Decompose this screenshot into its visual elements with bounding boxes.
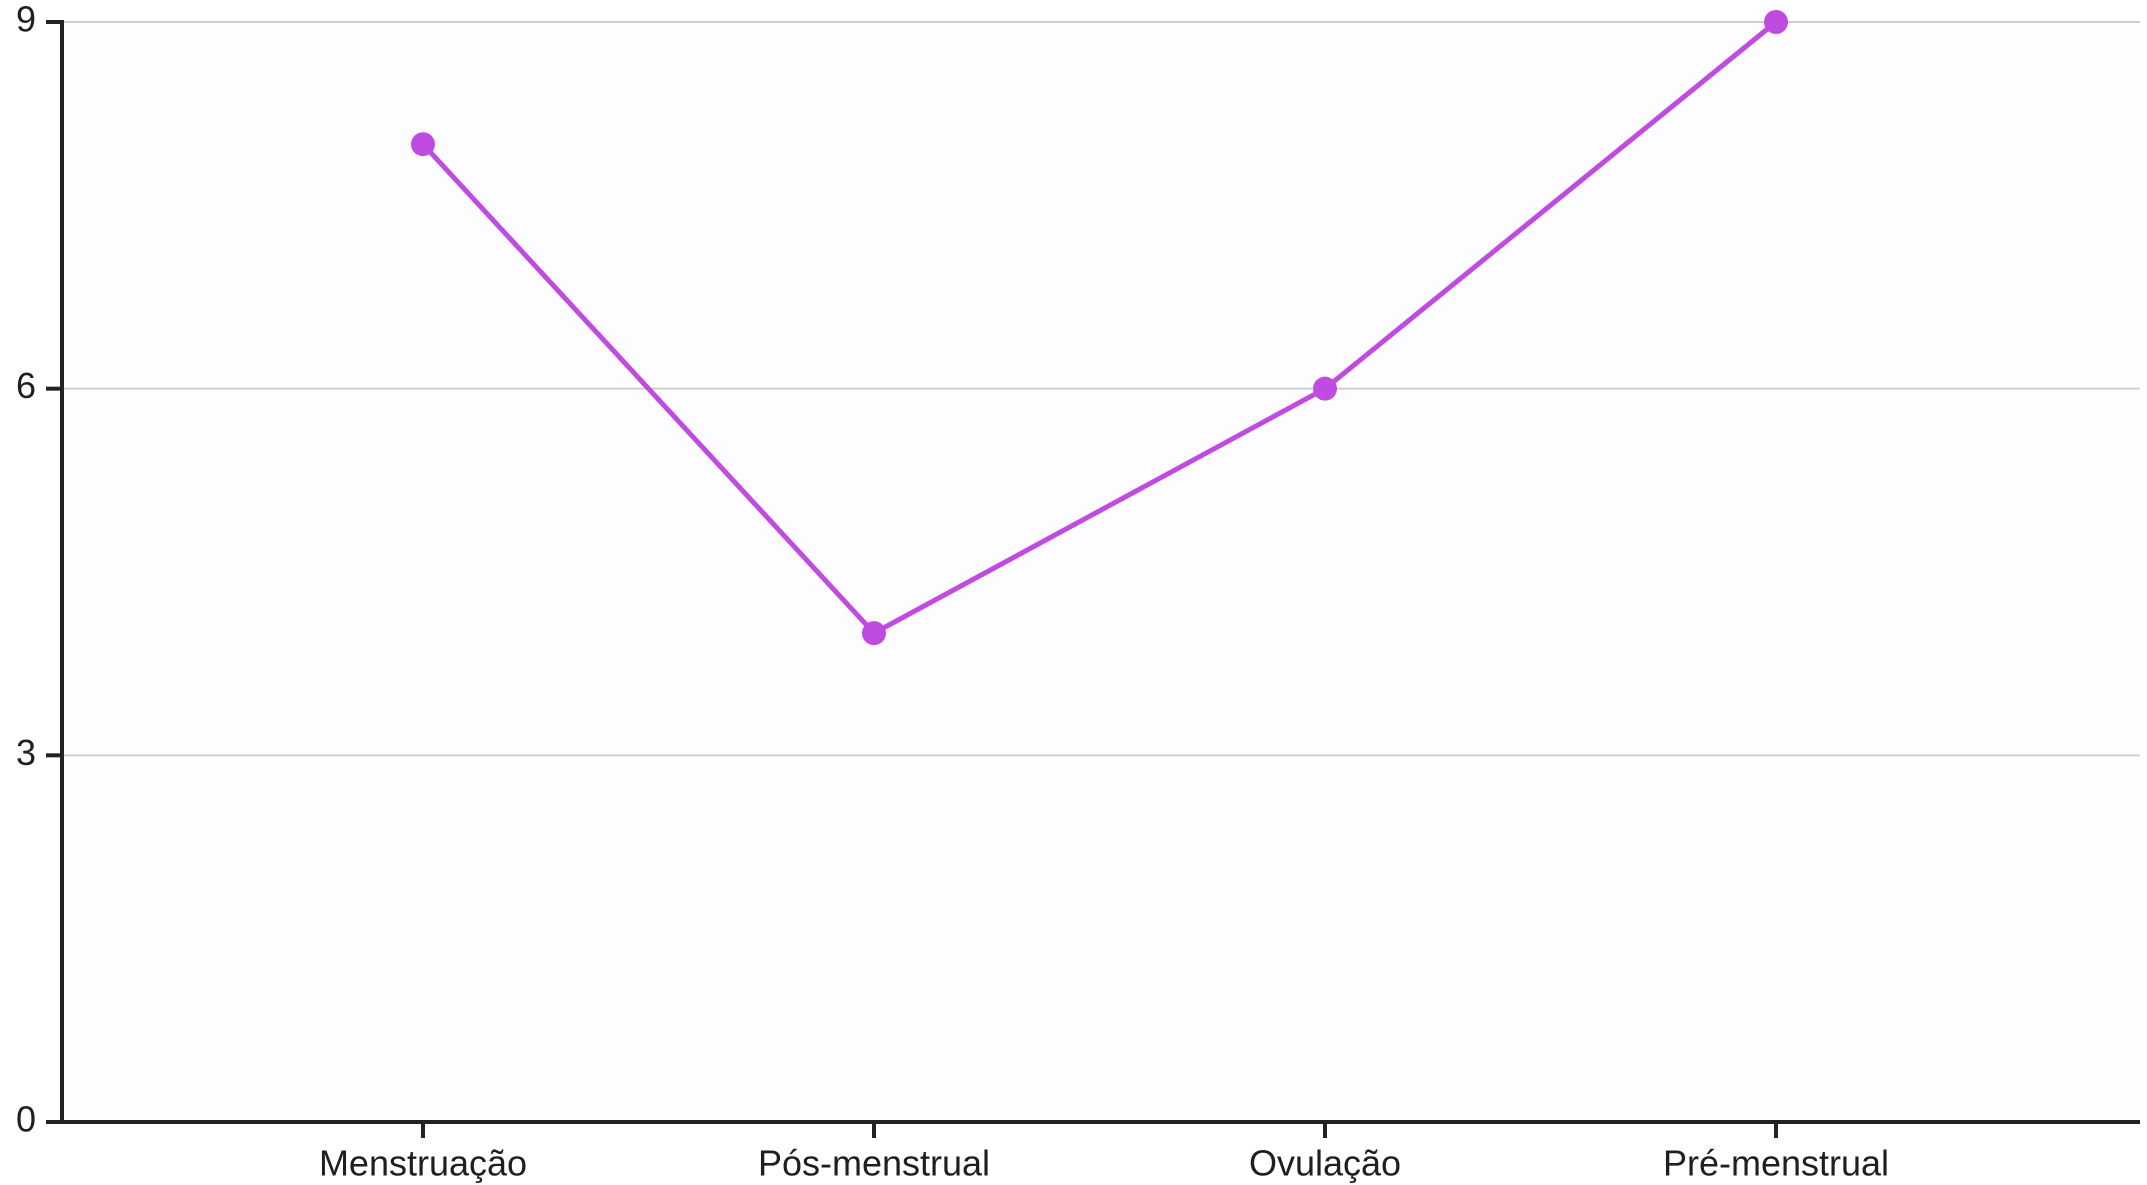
ticks [46,20,1778,1138]
y-tick-label: 9 [16,0,36,40]
x-tick-label: Ovulação [1249,1143,1401,1184]
series [411,10,1788,646]
data-point [1313,376,1337,401]
x-tick-label: Pré-menstrual [1663,1143,1889,1184]
y-tick-label: 3 [16,732,36,773]
x-tick-label: Pós-menstrual [758,1143,990,1184]
data-point [1764,10,1788,34]
series-line [421,20,1778,636]
y-tick-label: 0 [16,1099,36,1140]
tick-labels: 0 3 6 9 Menstruação Pós-menstrual Ovulação Pré-… [16,0,1889,1184]
data-point [411,132,435,157]
x-tick-label: Menstruação [319,1143,527,1184]
data-point [862,621,886,646]
y-tick-label: 6 [16,365,36,406]
axes [60,20,2140,1124]
plot-background [62,22,2140,1122]
grid-lines [62,21,2140,757]
